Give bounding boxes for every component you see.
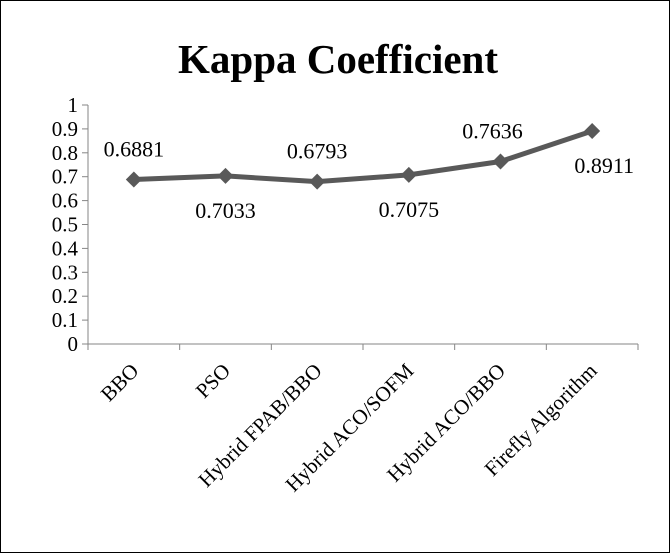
data-point-marker [400,166,417,183]
plot-area: 0.6881 0.7033 0.6793 0.7075 0.7636 0.8911 [104,118,634,222]
data-point-marker [309,173,326,190]
y-tick-label: 0.6 [52,189,78,213]
y-tick-label: 0.5 [52,213,78,237]
data-point-marker [217,167,234,184]
chart-title: Kappa Coefficient [178,36,498,82]
data-label: 0.7636 [462,118,523,143]
y-tick-label: 0.4 [52,236,79,260]
data-label: 0.6793 [287,139,348,164]
y-tick-label: 0 [68,332,79,356]
series-line [133,128,593,185]
x-tick-label: BBO [96,359,144,407]
y-tick-label: 1 [68,93,79,117]
data-label: 0.7075 [379,197,440,222]
y-tick-label: 0.1 [52,308,78,332]
y-tick-label: 0.2 [52,284,78,308]
data-label: 0.7033 [195,198,256,223]
data-label: 0.8911 [574,153,634,178]
y-tick-label: 0.8 [52,141,78,165]
data-point-marker [125,171,142,188]
y-tick-label: 0.3 [52,260,78,284]
x-tick-label: PSO [191,359,235,403]
data-point-marker [492,153,509,170]
data-point-marker [584,123,601,140]
y-tick-label: 0.9 [52,117,78,141]
y-tick-label: 0.7 [52,165,78,189]
data-label: 0.6881 [104,137,165,162]
